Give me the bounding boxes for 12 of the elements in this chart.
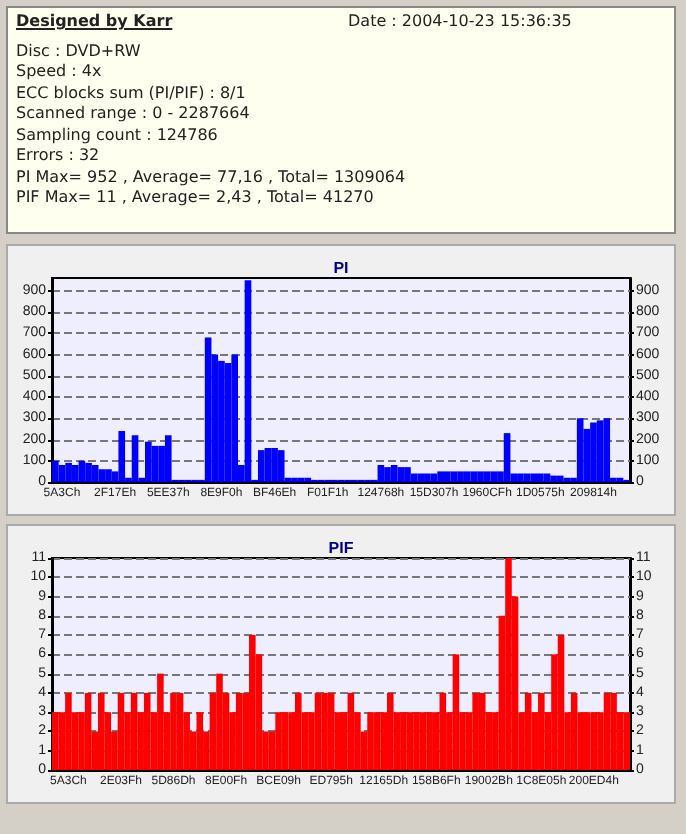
text: Designed by Karr (16, 12, 173, 30)
text: Speed : 4x (16, 62, 104, 83)
text: Scanned range : 0 - 2287664 (16, 104, 252, 125)
text: Disc : DVD+RW (16, 41, 143, 62)
text: ECC blocks sum (PI/PIF) : 8/1 (16, 83, 248, 104)
text: Date : 2004-10-23 15:36:35 (348, 12, 572, 33)
chart-title: PI (333, 259, 349, 277)
text: Errors : 32 (16, 146, 102, 167)
text: PI Max= 952 , Average= 77,16 , Total= 1309064 (16, 167, 408, 188)
text: PIF Max= 11 , Average= 2,43 , Total= 41270 (16, 188, 376, 209)
text: Sampling count : 124786 (16, 125, 220, 146)
chart-title: PIF (328, 539, 354, 557)
